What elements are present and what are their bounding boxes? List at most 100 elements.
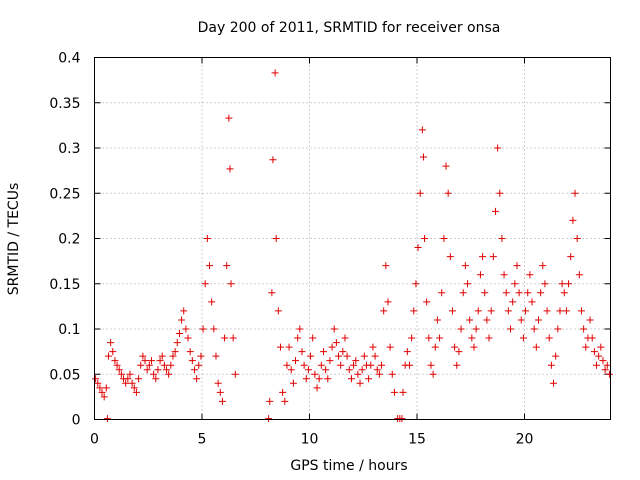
data-point bbox=[298, 348, 306, 356]
data-point bbox=[203, 235, 211, 242]
data-point bbox=[373, 366, 381, 374]
x-tick-label: 20 bbox=[516, 432, 534, 448]
data-point bbox=[309, 334, 317, 342]
data-point bbox=[175, 330, 183, 338]
data-point bbox=[537, 289, 545, 297]
data-point bbox=[562, 307, 570, 315]
data-point bbox=[190, 366, 198, 374]
data-point bbox=[515, 289, 523, 297]
data-point bbox=[322, 366, 330, 374]
data-point bbox=[498, 235, 506, 242]
data-point bbox=[599, 357, 607, 365]
data-point bbox=[276, 343, 284, 351]
data-point bbox=[354, 370, 362, 378]
y-tick-labels: 0 0.05 0.1 0.15 0.2 0.25 0.3 0.35 0.4 bbox=[49, 51, 80, 429]
data-point bbox=[201, 280, 209, 288]
data-point bbox=[440, 235, 448, 242]
data-point bbox=[577, 307, 585, 315]
data-point bbox=[212, 352, 220, 360]
data-point bbox=[214, 379, 222, 387]
data-point bbox=[500, 271, 508, 279]
data-point bbox=[464, 280, 472, 288]
data-point bbox=[522, 307, 530, 315]
data-point bbox=[319, 348, 327, 356]
x-axis-label: GPS time / hours bbox=[290, 458, 407, 474]
data-point bbox=[605, 370, 613, 378]
data-point bbox=[526, 271, 534, 279]
data-point bbox=[593, 361, 601, 369]
data-point bbox=[371, 352, 379, 360]
data-point bbox=[378, 361, 386, 369]
data-point bbox=[186, 348, 194, 356]
data-point bbox=[339, 348, 347, 356]
data-point bbox=[115, 366, 123, 374]
data-point bbox=[332, 339, 340, 347]
data-point bbox=[225, 114, 233, 122]
data-point bbox=[470, 343, 478, 351]
data-point bbox=[539, 262, 547, 270]
data-point bbox=[595, 352, 603, 360]
grid bbox=[94, 57, 611, 420]
data-point bbox=[571, 189, 579, 197]
data-point bbox=[567, 253, 575, 261]
x-tick-labels: 0 5 10 15 20 bbox=[90, 432, 533, 448]
data-point bbox=[457, 325, 465, 333]
data-point bbox=[416, 189, 424, 197]
data-point bbox=[226, 165, 234, 173]
data-point bbox=[597, 343, 605, 351]
data-point bbox=[317, 361, 325, 369]
data-point bbox=[496, 189, 504, 197]
data-point bbox=[442, 162, 450, 170]
data-point bbox=[509, 298, 517, 306]
data-point bbox=[384, 298, 392, 306]
x-tick-label: 15 bbox=[408, 432, 426, 448]
data-point bbox=[160, 361, 168, 369]
data-point bbox=[330, 325, 338, 333]
data-point bbox=[560, 289, 568, 297]
data-point bbox=[485, 334, 493, 342]
data-point bbox=[294, 334, 302, 342]
data-point bbox=[446, 253, 454, 261]
y-tick-label: 0.3 bbox=[58, 141, 80, 157]
data-point bbox=[98, 388, 106, 396]
data-point bbox=[534, 316, 542, 324]
data-point bbox=[429, 370, 437, 378]
data-point bbox=[197, 352, 205, 360]
data-point bbox=[414, 244, 422, 252]
data-point bbox=[554, 325, 562, 333]
data-point bbox=[216, 388, 224, 396]
data-point bbox=[173, 339, 181, 347]
data-point bbox=[163, 366, 171, 374]
data-point bbox=[556, 307, 564, 315]
data-point bbox=[468, 334, 476, 342]
data-point bbox=[573, 235, 581, 242]
data-point bbox=[530, 325, 538, 333]
data-point bbox=[532, 343, 540, 351]
data-point bbox=[103, 415, 111, 423]
data-point bbox=[519, 334, 527, 342]
data-point bbox=[102, 384, 110, 392]
data-point bbox=[285, 343, 293, 351]
data-point bbox=[96, 384, 104, 392]
data-point bbox=[552, 352, 560, 360]
data-point bbox=[337, 361, 345, 369]
data-point bbox=[569, 216, 577, 224]
data-point bbox=[335, 352, 343, 360]
data-point bbox=[302, 375, 310, 383]
data-point bbox=[580, 325, 588, 333]
data-point bbox=[124, 375, 132, 383]
data-point bbox=[543, 307, 551, 315]
data-point bbox=[274, 307, 282, 315]
data-point bbox=[206, 262, 214, 270]
data-point bbox=[152, 375, 160, 383]
data-points bbox=[92, 69, 613, 423]
data-point bbox=[528, 298, 536, 306]
data-point bbox=[479, 253, 487, 261]
data-point bbox=[541, 280, 549, 288]
data-point bbox=[227, 280, 235, 288]
data-point bbox=[367, 361, 375, 369]
data-point bbox=[453, 361, 461, 369]
data-point bbox=[229, 334, 237, 342]
axis-ticks bbox=[94, 57, 611, 420]
